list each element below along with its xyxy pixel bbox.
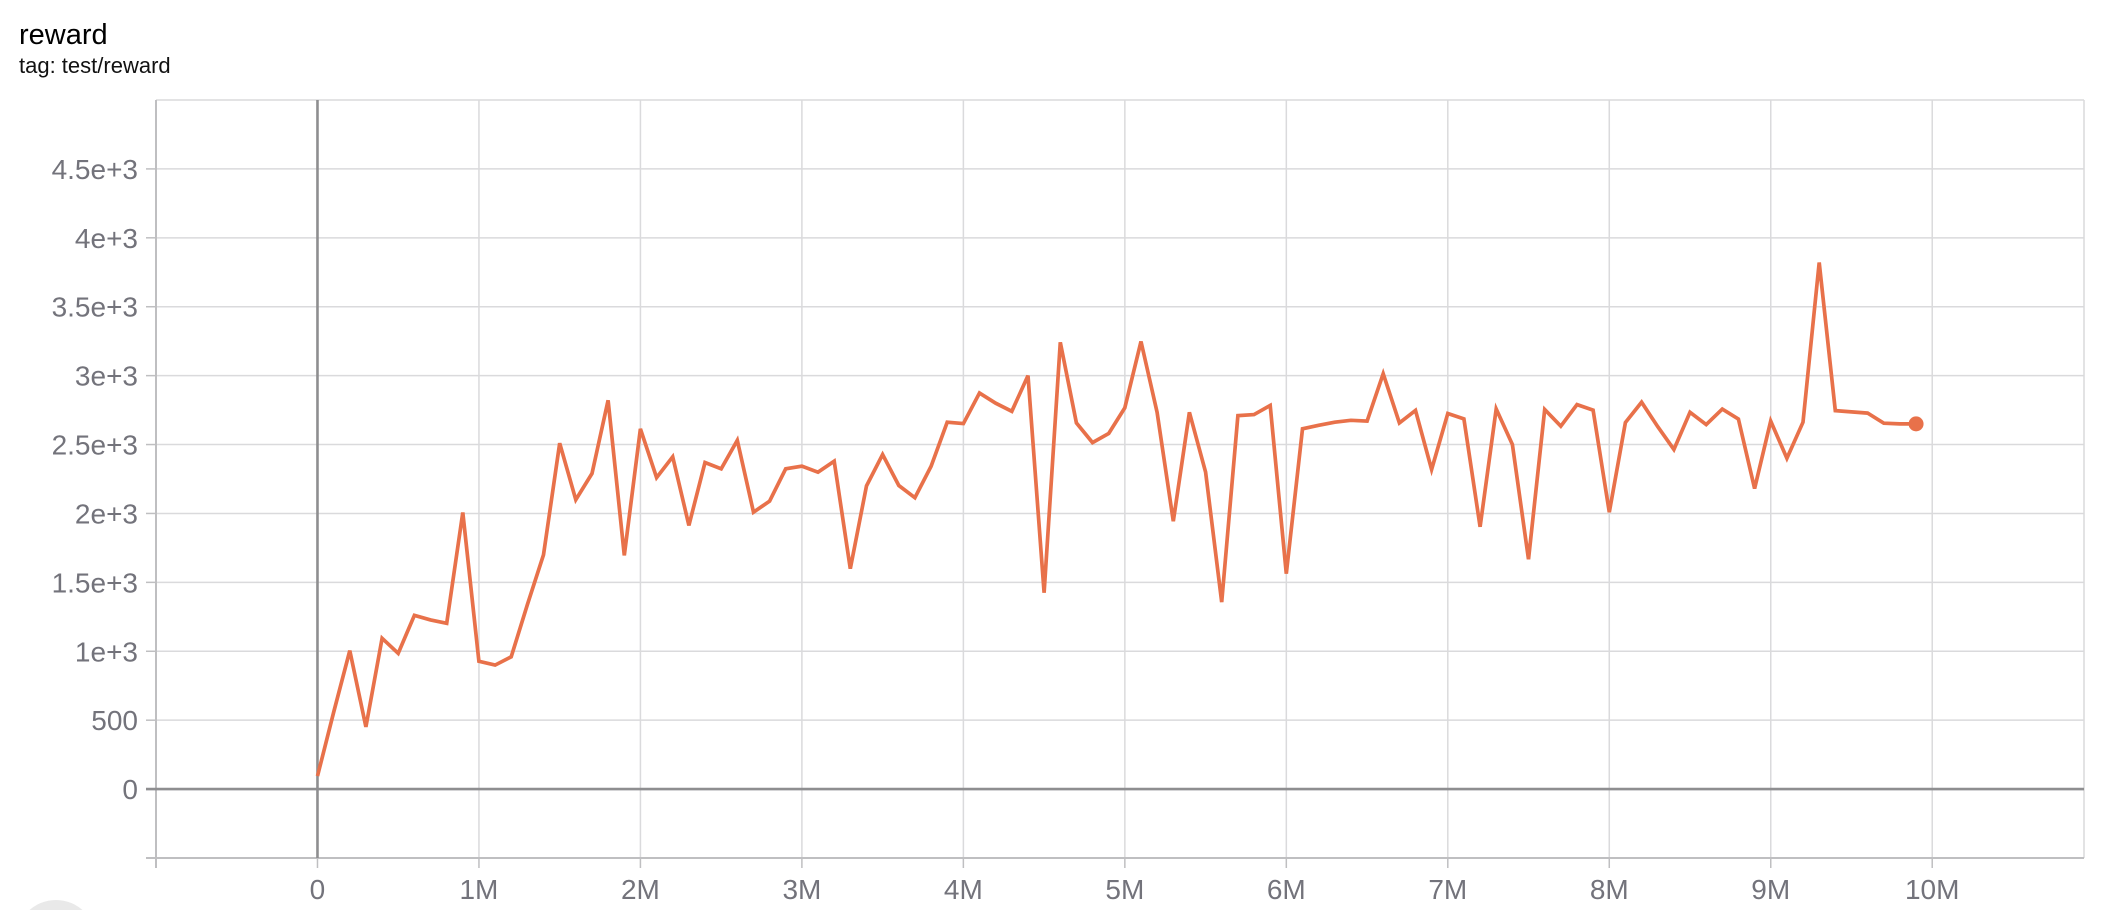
y-tick-label: 1.5e+3 bbox=[52, 567, 138, 598]
series-line-group bbox=[315, 262, 1924, 777]
gridlines bbox=[146, 100, 2084, 868]
x-tick-label: 6M bbox=[1267, 874, 1306, 905]
series-line-test-reward bbox=[315, 262, 1917, 777]
corner-fab-button[interactable] bbox=[16, 900, 96, 910]
y-tick-label: 2e+3 bbox=[75, 498, 138, 529]
series-end-dot bbox=[1908, 416, 1924, 432]
y-tick-label: 3.5e+3 bbox=[52, 292, 138, 323]
x-tick-label: 9M bbox=[1751, 874, 1790, 905]
x-tick-label: 0 bbox=[310, 874, 326, 905]
x-tick-label: 2M bbox=[621, 874, 660, 905]
x-tick-label: 5M bbox=[1105, 874, 1144, 905]
y-tick-label: 2.5e+3 bbox=[52, 430, 138, 461]
y-tick-label: 500 bbox=[91, 705, 138, 736]
y-tick-label: 0 bbox=[122, 774, 138, 805]
y-tick-label: 4.5e+3 bbox=[52, 154, 138, 185]
x-tick-label: 8M bbox=[1590, 874, 1629, 905]
x-tick-label: 1M bbox=[459, 874, 498, 905]
plot-border bbox=[146, 99, 2085, 868]
card-header: reward tag: test/reward bbox=[19, 18, 171, 79]
y-tick-label: 4e+3 bbox=[75, 223, 138, 254]
x-tick-label: 10M bbox=[1905, 874, 1959, 905]
x-tick-label: 7M bbox=[1428, 874, 1467, 905]
chart-title: reward bbox=[19, 19, 108, 51]
y-tick-label: 3e+3 bbox=[75, 361, 138, 392]
y-tick-label: 1e+3 bbox=[75, 636, 138, 667]
zero-axis-lines bbox=[146, 100, 2084, 858]
x-tick-label: 3M bbox=[782, 874, 821, 905]
x-tick-label: 4M bbox=[944, 874, 983, 905]
axis-tick-labels: 0 1M 2M 3M 4M 5M 6M 7M 8M 9M 10M 0 500 1e+3 1.5e+3 2e+3… bbox=[52, 154, 1960, 905]
chart-tag-subtitle: tag: test/reward bbox=[19, 53, 171, 78]
